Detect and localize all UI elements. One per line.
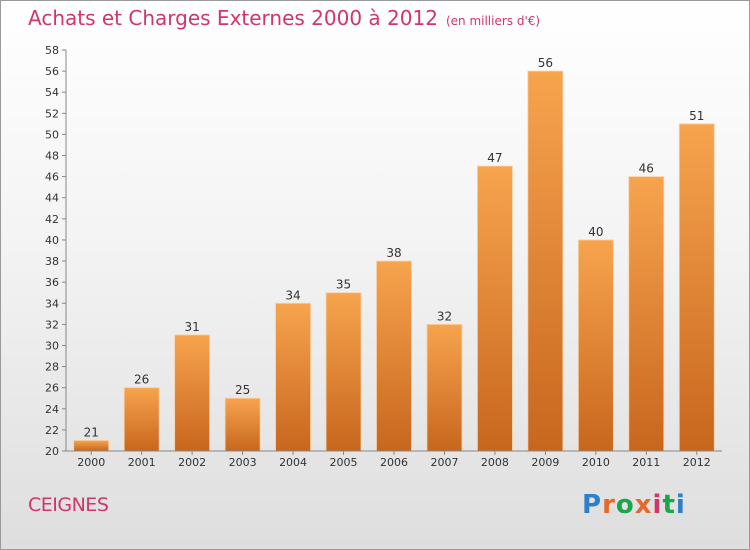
bar-value-label: 21: [84, 425, 99, 439]
bar-value-label: 38: [386, 246, 401, 260]
y-tick-label: 40: [45, 234, 59, 247]
bar-value-label: 35: [336, 278, 351, 292]
x-tick-label: 2008: [481, 456, 509, 469]
y-tick-label: 32: [45, 318, 59, 331]
x-tick-label: 2001: [128, 456, 156, 469]
bar: [376, 260, 412, 452]
chart-title: Achats et Charges Externes 2000 à 2012 (e…: [28, 6, 540, 30]
y-tick-label: 56: [45, 65, 59, 78]
chart-unit: (en milliers d'€): [445, 14, 541, 28]
x-axis: 2000 2001 2002 2003 2004 2005 2006 2007 2008 2009…: [66, 450, 722, 469]
bar: [73, 440, 110, 452]
x-tick-label: 2009: [531, 456, 559, 469]
x-tick-label: 2010: [582, 456, 610, 469]
bar-value-label: 40: [588, 225, 603, 239]
x-tick-label: 2005: [330, 456, 358, 469]
bar-value-label: 47: [487, 151, 502, 165]
bar: [426, 323, 463, 452]
brand-logo-letter: t: [662, 490, 676, 520]
bar-value-label: 32: [437, 309, 452, 323]
x-tick-label: 2011: [632, 456, 660, 469]
bar: [527, 70, 564, 452]
x-tick-label: 2002: [178, 456, 206, 469]
brand-logo-letter: x: [634, 490, 653, 520]
bar: [325, 292, 362, 452]
brand-logo-letter: o: [615, 490, 635, 520]
bar-value-label: 31: [185, 320, 200, 334]
bars: 21 26 31 25 34 35 38 32 47 56 40 46 51: [73, 56, 715, 452]
y-tick-label: 34: [45, 297, 59, 310]
brand-logo: Proxiti: [582, 490, 686, 520]
y-tick-label: 48: [45, 150, 59, 163]
bar-value-label: 34: [285, 288, 300, 302]
y-tick-label: 38: [45, 255, 59, 268]
y-tick-label: 42: [45, 213, 59, 226]
bar: [275, 302, 311, 452]
brand-logo-letter: i: [675, 490, 686, 520]
y-tick-label: 22: [45, 424, 59, 437]
y-tick-label: 28: [45, 361, 59, 374]
y-axis: 20 22 24 26 28 30 32 34 36 38 40 42 44 46 48 50 52 54 56 58: [45, 44, 67, 458]
y-tick-label: 26: [45, 382, 59, 395]
bar: [224, 397, 261, 452]
x-tick-label: 2003: [229, 456, 257, 469]
bar-value-label: 51: [689, 109, 704, 123]
x-tick-label: 2000: [77, 456, 105, 469]
y-tick-label: 44: [45, 192, 59, 205]
y-tick-label: 54: [45, 86, 59, 99]
town-name: CEIGNES: [28, 494, 109, 516]
bar-value-label: 26: [134, 373, 149, 387]
x-tick-label: 2004: [279, 456, 307, 469]
chart-title-text: Achats et Charges Externes 2000 à 2012: [28, 6, 438, 30]
x-tick-label: 2006: [380, 456, 408, 469]
bar: [577, 239, 614, 452]
brand-logo-letter: i: [652, 490, 663, 520]
y-tick-label: 52: [45, 107, 59, 120]
bar-value-label: 56: [538, 56, 553, 70]
bar-value-label: 46: [639, 162, 654, 176]
y-tick-label: 36: [45, 276, 59, 289]
bar: [123, 387, 160, 452]
y-tick-label: 24: [45, 403, 59, 416]
y-tick-label: 20: [45, 445, 59, 458]
x-tick-label: 2012: [683, 456, 711, 469]
bar: [628, 176, 665, 452]
brand-logo-letter: P: [582, 490, 603, 520]
y-tick-label: 58: [45, 44, 59, 57]
y-tick-label: 50: [45, 128, 59, 141]
y-tick-label: 46: [45, 171, 59, 184]
x-tick-label: 2007: [430, 456, 458, 469]
bar: [174, 334, 211, 452]
brand-logo-letter: r: [602, 490, 616, 520]
y-tick-label: 30: [45, 339, 59, 352]
bar: [477, 165, 513, 452]
bar: [678, 123, 715, 452]
bar-value-label: 25: [235, 383, 250, 397]
